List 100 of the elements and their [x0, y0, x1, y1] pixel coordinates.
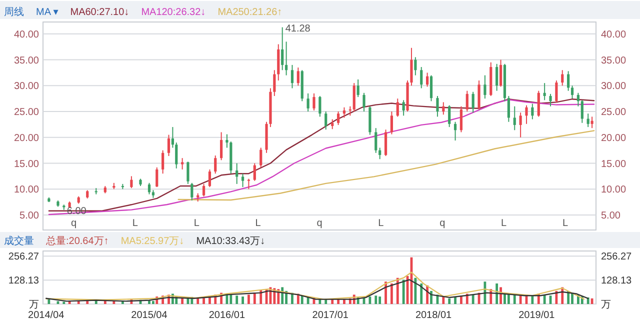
candlestick	[260, 147, 262, 168]
candlestick	[296, 67, 300, 86]
bar	[414, 278, 417, 304]
y2-tick-label: 万	[601, 300, 611, 310]
candlestick	[312, 92, 316, 111]
candlestick	[202, 183, 206, 197]
candlestick	[513, 106, 516, 131]
text: MA120:26.32↓	[141, 7, 206, 18]
candlestick	[472, 91, 474, 114]
chart-title: 成交量	[4, 235, 34, 247]
candlestick	[567, 70, 570, 92]
candlestick	[220, 132, 223, 161]
y2-tick-label: 5.00	[601, 210, 621, 222]
candlestick	[348, 106, 352, 116]
candlestick	[543, 82, 546, 101]
candlestick	[284, 41, 288, 76]
annotation: q	[440, 218, 446, 229]
bar	[378, 296, 382, 304]
bar	[374, 296, 378, 304]
bar	[248, 294, 250, 304]
candlestick	[496, 63, 498, 92]
candlestick	[426, 72, 429, 88]
candlestick	[420, 66, 423, 89]
y-tick-label: 20.00	[14, 132, 40, 144]
y2-tick-label: 30.00	[601, 81, 626, 92]
candlestick	[167, 134, 170, 157]
candlestick	[442, 102, 445, 116]
bar	[586, 297, 590, 304]
bar	[448, 298, 451, 304]
y-tick-label: 15.00	[14, 158, 40, 170]
candlestick	[507, 95, 510, 122]
candlestick	[318, 95, 322, 118]
bar	[152, 301, 154, 304]
candlestick	[356, 78, 360, 98]
candlestick	[342, 106, 346, 118]
line-series	[178, 130, 595, 201]
candlestick	[537, 90, 540, 118]
candlestick	[390, 111, 393, 135]
bar	[571, 292, 574, 304]
text: MA5:25.97万↓	[120, 236, 184, 247]
bar	[420, 283, 423, 304]
bar	[390, 283, 393, 304]
candlestick	[226, 134, 228, 148]
bar	[230, 294, 232, 304]
y-tick-label: 25.00	[14, 107, 40, 118]
y-tick-label: 30.00	[14, 81, 40, 92]
bar	[555, 290, 558, 304]
candlestick	[436, 95, 439, 118]
candlestick	[241, 173, 244, 188]
candlestick	[273, 70, 276, 96]
text: MA250:21.26↑	[218, 7, 282, 18]
annotation: L	[501, 218, 508, 229]
candlestick	[396, 98, 399, 118]
candlestick	[181, 158, 184, 170]
bar	[396, 278, 399, 304]
candlestick	[448, 104, 451, 128]
candlestick	[148, 182, 151, 195]
candlestick	[466, 90, 468, 112]
candlestick	[430, 74, 433, 102]
bar	[442, 296, 445, 304]
candlestick	[290, 64, 294, 89]
candlestick	[454, 121, 457, 141]
annotation: q	[70, 218, 77, 229]
y-tick-label: 10.00	[14, 184, 40, 196]
candlestick	[549, 93, 552, 107]
annotation: L	[562, 218, 568, 229]
text: 总量:20.64万↑	[45, 235, 109, 247]
candlestick	[162, 150, 164, 174]
candlestick	[414, 56, 417, 76]
candlestick	[208, 168, 212, 188]
bar	[300, 296, 304, 304]
candlestick	[570, 85, 574, 100]
candlestick	[236, 162, 238, 184]
x-tick-label: 2018/01	[415, 310, 452, 321]
y2-tick-label: 15.00	[601, 158, 626, 170]
y2-tick-label: 40.00	[601, 29, 626, 40]
bar	[472, 294, 474, 304]
candlestick	[331, 118, 334, 130]
y-tick-label: 35.00	[14, 55, 40, 66]
candlestick	[531, 103, 534, 120]
candlestick	[186, 161, 190, 184]
y2-tick-label: 128.13	[601, 276, 632, 287]
y2-tick-label: 256.27	[601, 252, 632, 263]
y2-tick-label: 20.00	[601, 132, 626, 144]
y-tick-label: 5.00	[20, 210, 40, 222]
annotation: L	[132, 218, 138, 229]
candlestick	[175, 142, 178, 169]
annotation: L	[194, 218, 200, 229]
candlestick	[378, 147, 382, 160]
candlestick	[190, 182, 194, 202]
candlestick	[590, 116, 594, 129]
text: MA ▾	[36, 7, 58, 18]
candlestick	[214, 154, 217, 174]
text: MA60:27.10↓	[70, 7, 130, 18]
candlestick	[384, 129, 388, 157]
candlestick	[374, 128, 378, 154]
annotation: 41.28	[285, 23, 311, 34]
candlestick	[478, 80, 480, 110]
candlestick	[499, 59, 502, 88]
x-tick-label: 2017/01	[312, 310, 349, 321]
